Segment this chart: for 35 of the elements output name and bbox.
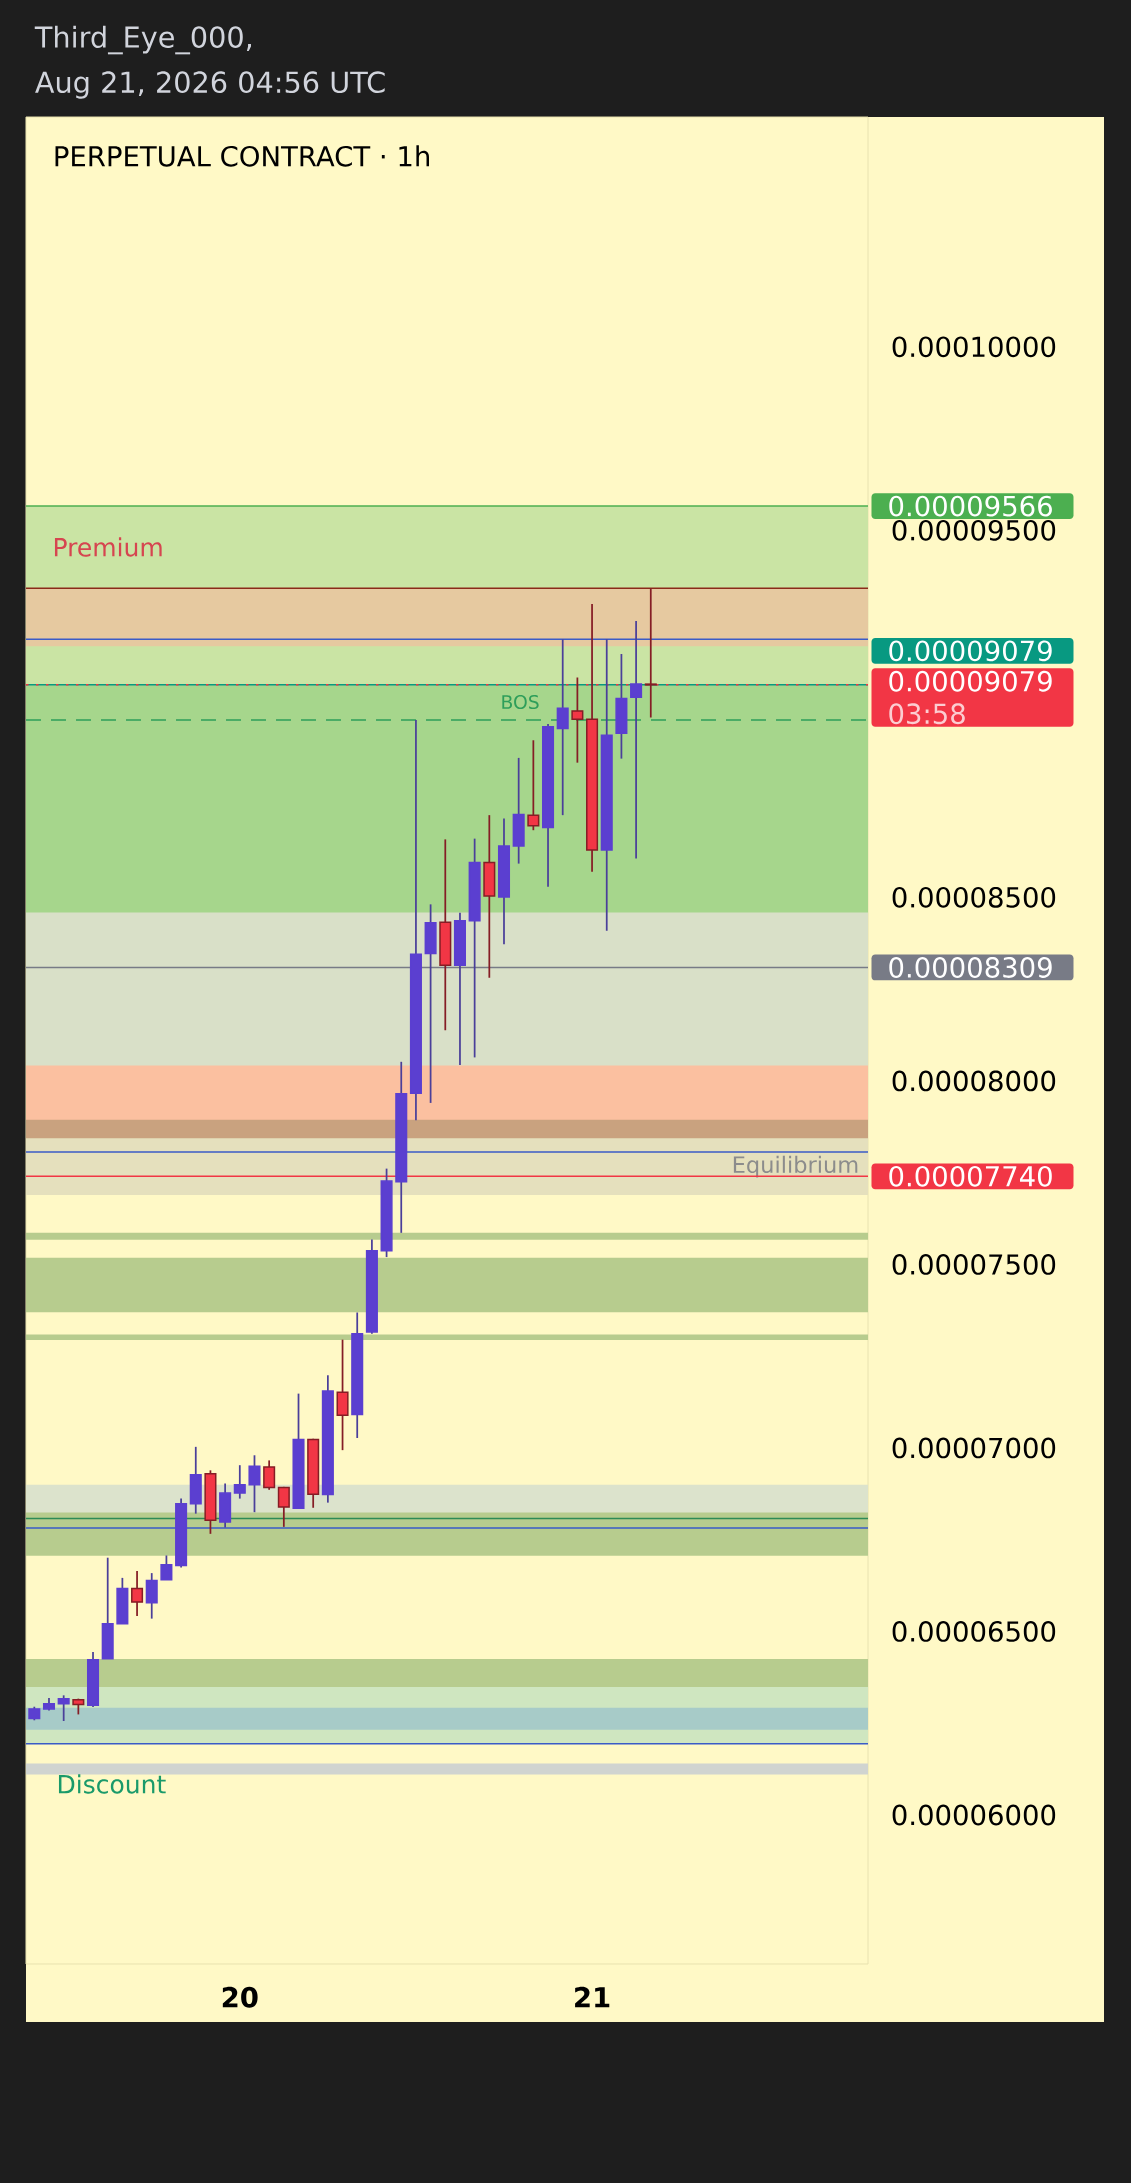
annotation: BOS xyxy=(502,694,539,710)
x-tick-label: 20 xyxy=(222,1986,258,2008)
ref-line-label: 0.00009566 xyxy=(889,495,1052,517)
candlestick xyxy=(336,1338,349,1452)
text: PERPETUAL CONTRACT · 1h xyxy=(55,145,429,167)
y-tick-label: 0.00007000 xyxy=(892,1437,1056,1459)
y-tick-label: 0.00008000 xyxy=(892,1070,1056,1092)
candlestick xyxy=(233,1464,246,1500)
y-tick-label: 0.00010000 xyxy=(892,336,1056,358)
y-tick-label: 0.00007500 xyxy=(892,1254,1056,1275)
ref-line-label: 0.00009079 xyxy=(889,670,1052,692)
band-label: Equilibrium xyxy=(733,1155,858,1178)
y-tick-label: 0.00006500 xyxy=(892,1621,1056,1642)
ref-line-label: 0.00009079 xyxy=(889,640,1052,662)
candlestick xyxy=(556,638,569,817)
text: 03:58 xyxy=(889,703,965,725)
text: Third_Eye_000, xyxy=(34,25,251,55)
annotation: Discount xyxy=(58,1774,166,1794)
candlestick xyxy=(277,1485,290,1528)
text: Aug 21, 2026 04:56 UTC xyxy=(35,71,385,99)
y-tick-label: 0.00006000 xyxy=(892,1804,1056,1826)
candlestick xyxy=(527,739,540,832)
y-tick-label: 0.00008500 xyxy=(892,886,1056,908)
candlestick xyxy=(263,1459,276,1491)
candlestick xyxy=(131,1570,144,1617)
candlestick xyxy=(248,1454,261,1514)
ref-line-label: 0.00007740 xyxy=(889,1165,1052,1187)
y-tick-label: 0.00009500 xyxy=(892,519,1056,541)
annotation: Premium xyxy=(54,537,162,557)
x-tick-label: 21 xyxy=(575,1986,610,2008)
candlestick xyxy=(160,1554,173,1581)
ref-line-label: 0.00008309 xyxy=(889,957,1052,978)
candlestick xyxy=(57,1694,70,1722)
candlestick xyxy=(145,1572,158,1620)
candlestick xyxy=(630,620,643,860)
